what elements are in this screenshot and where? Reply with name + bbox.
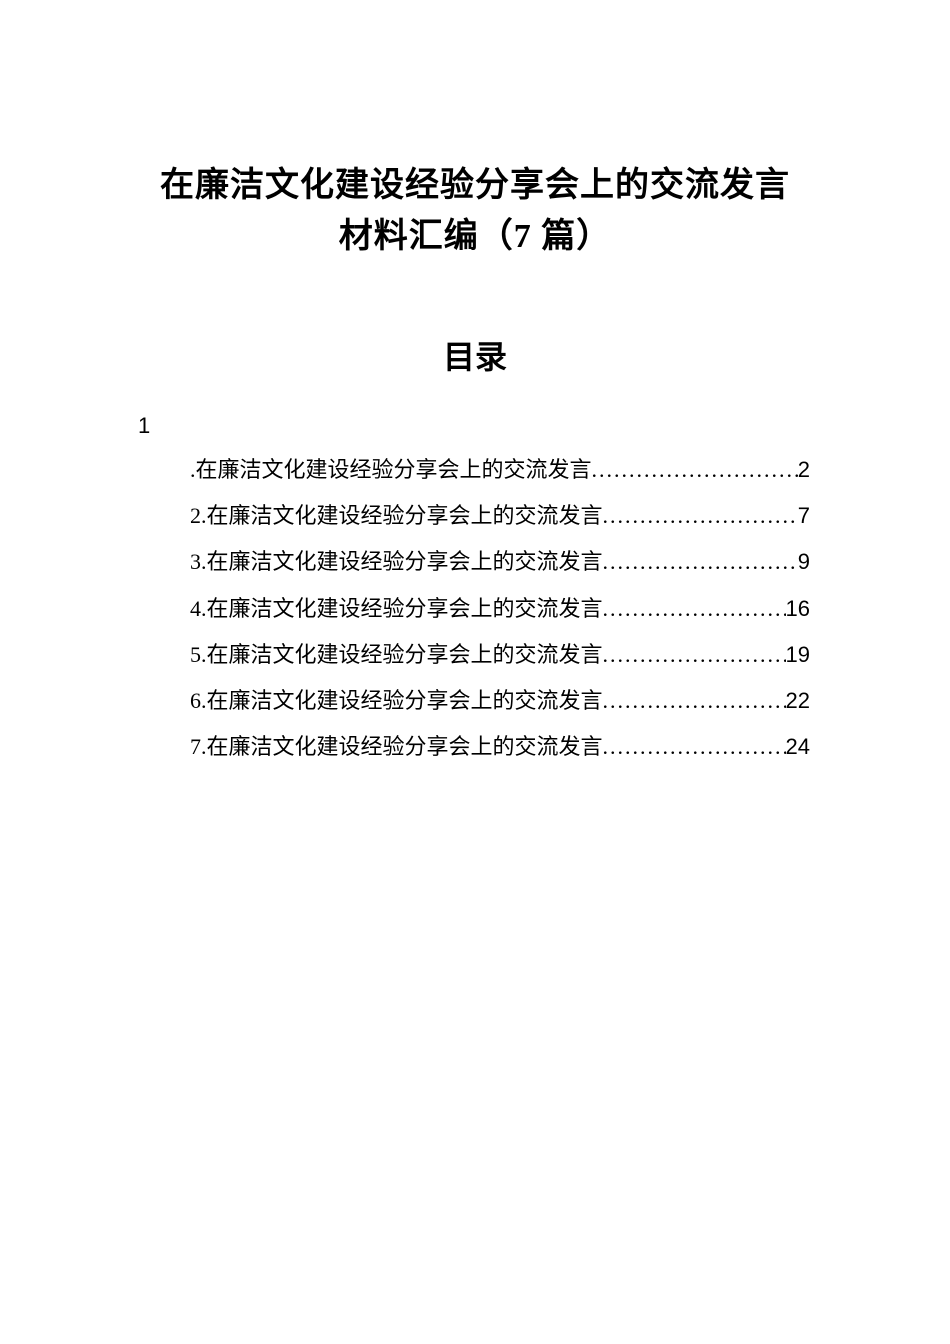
toc-entry: 4.在廉洁文化建设经验分享会上的交流发言 16 — [190, 586, 810, 632]
toc-list: .在廉洁文化建设经验分享会上的交流发言 2 2.在廉洁文化建设经验分享会上的交流… — [130, 447, 820, 770]
toc-leader-dots — [592, 447, 798, 493]
toc-entry: 6.在廉洁文化建设经验分享会上的交流发言 22 — [190, 678, 810, 724]
toc-entry-label: 5.在廉洁文化建设经验分享会上的交流发言 — [190, 632, 603, 678]
toc-leader-dots — [603, 632, 786, 678]
toc-entry-label: 3.在廉洁文化建设经验分享会上的交流发言 — [190, 539, 603, 585]
toc-orphan-number: 1 — [138, 413, 820, 439]
toc-entry-page: 19 — [786, 632, 810, 678]
toc-entry-page: 24 — [786, 724, 810, 770]
toc-entry: 3.在廉洁文化建设经验分享会上的交流发言 9 — [190, 539, 810, 585]
toc-entry-label: 2.在廉洁文化建设经验分享会上的交流发言 — [190, 493, 603, 539]
toc-entry-page: 9 — [798, 539, 810, 585]
toc-entry-label: 7.在廉洁文化建设经验分享会上的交流发言 — [190, 724, 603, 770]
toc-entry: 5.在廉洁文化建设经验分享会上的交流发言 19 — [190, 632, 810, 678]
toc-heading: 目录 — [130, 332, 820, 378]
toc-entry-page: 2 — [798, 447, 810, 493]
toc-leader-dots — [603, 493, 798, 539]
toc-leader-dots — [603, 539, 798, 585]
toc-entry-label: .在廉洁文化建设经验分享会上的交流发言 — [190, 447, 592, 493]
toc-entry: 2.在廉洁文化建设经验分享会上的交流发言 7 — [190, 493, 810, 539]
toc-entry-label: 4.在廉洁文化建设经验分享会上的交流发言 — [190, 586, 603, 632]
toc-entry: .在廉洁文化建设经验分享会上的交流发言 2 — [190, 447, 810, 493]
toc-leader-dots — [603, 724, 786, 770]
document-title-block: 在廉洁文化建设经验分享会上的交流发言 材料汇编（7 篇） — [130, 160, 820, 262]
toc-entry-page: 16 — [786, 586, 810, 632]
title-line-2: 材料汇编（7 篇） — [130, 211, 820, 262]
toc-entry-page: 22 — [786, 678, 810, 724]
toc-entry: 7.在廉洁文化建设经验分享会上的交流发言 24 — [190, 724, 810, 770]
title-line-1: 在廉洁文化建设经验分享会上的交流发言 — [130, 160, 820, 211]
toc-entry-label: 6.在廉洁文化建设经验分享会上的交流发言 — [190, 678, 603, 724]
toc-leader-dots — [603, 678, 786, 724]
toc-entry-page: 7 — [798, 493, 810, 539]
toc-leader-dots — [603, 586, 786, 632]
